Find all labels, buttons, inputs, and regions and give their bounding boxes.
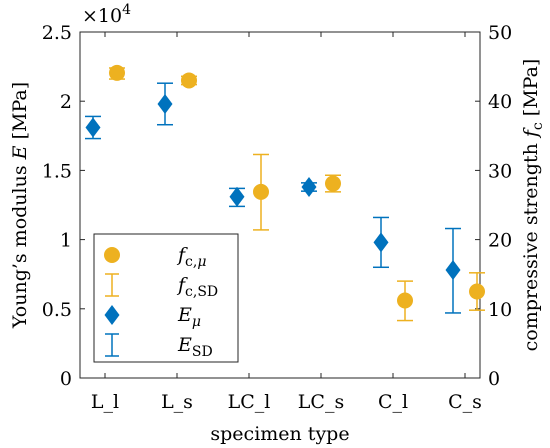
legend-label: ESD <box>177 334 213 360</box>
legend-label: Eμ <box>177 304 201 330</box>
E-mean-point <box>85 117 101 138</box>
right-tick-label: 50 <box>488 22 512 44</box>
legend-diamond-marker <box>104 305 120 325</box>
E-mean-point <box>157 93 173 114</box>
left-axis-exponent: ×104 <box>82 2 131 27</box>
right-axis-title: compressive strength fc [MPa] <box>520 59 546 352</box>
right-tick-label: 40 <box>488 91 512 113</box>
left-tick-label: 0.5 <box>42 299 72 321</box>
right-tick-label: 10 <box>488 299 512 321</box>
legend-item: fc,μ <box>104 244 206 270</box>
plot-frame <box>79 31 481 379</box>
left-tick-label: 2.5 <box>42 22 72 44</box>
left-axis-title: Young’s modulus E [MPa] <box>9 82 31 329</box>
legend-item: fc,SD <box>105 273 218 300</box>
legend-item: Eμ <box>104 304 201 330</box>
legend-label: fc,μ <box>176 244 206 270</box>
fc-mean-point <box>109 64 125 81</box>
legend-errorbar-marker <box>105 273 119 297</box>
fc-mean-point <box>181 72 197 89</box>
legend-errorbar-marker <box>105 333 119 357</box>
left-tick-label: 1.5 <box>42 160 72 182</box>
x-tick-label: C_s <box>448 391 482 413</box>
legend-item: ESD <box>105 333 213 360</box>
legend-circle-marker <box>104 247 120 263</box>
E-mean-point <box>373 232 389 253</box>
x-tick-label: LC_l <box>228 391 271 413</box>
x-tick-label: LC_s <box>298 391 344 413</box>
E-mean-point <box>229 186 245 207</box>
marks <box>85 64 485 322</box>
left-tick-label: 2 <box>60 91 72 113</box>
right-tick-label: 0 <box>488 368 500 390</box>
left-tick-label: 0 <box>60 368 72 390</box>
x-axis-title: specimen type <box>210 423 349 445</box>
ticks: 0 0.5 1 1.5 2 2.5 0 10 20 30 40 50 L_l L_s LC_l LC_s C_l… <box>42 22 512 413</box>
x-tick-label: L_l <box>91 391 119 413</box>
x-tick-label: C_l <box>378 391 408 413</box>
fc-mean-point <box>325 175 341 192</box>
E-mean-point <box>301 177 317 198</box>
legend: fc,μ fc,SD Eμ ESD <box>93 233 239 363</box>
fc-mean-point <box>397 292 413 309</box>
fc-mean-point <box>253 183 269 200</box>
legend-label: fc,SD <box>176 274 218 300</box>
fc-mean-point <box>469 283 485 300</box>
E-mean-point <box>445 260 461 281</box>
right-tick-label: 30 <box>488 160 512 182</box>
right-tick-label: 20 <box>488 230 512 252</box>
x-tick-label: L_s <box>161 391 193 413</box>
plot-area <box>79 31 481 379</box>
left-tick-label: 1 <box>60 230 72 252</box>
